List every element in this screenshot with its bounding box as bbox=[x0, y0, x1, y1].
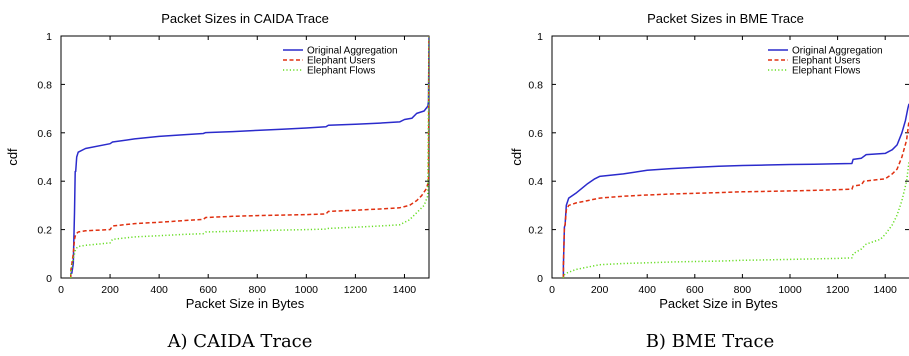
chart-title: Packet Sizes in CAIDA Trace bbox=[161, 11, 329, 26]
x-tick-label: 1400 bbox=[874, 284, 898, 296]
legend-label: Elephant Flows bbox=[792, 66, 860, 77]
y-tick-label: 0.2 bbox=[37, 225, 52, 237]
x-tick-label: 1400 bbox=[393, 284, 417, 296]
x-tick-label: 800 bbox=[249, 284, 267, 296]
y-tick-label: 1 bbox=[537, 31, 543, 43]
y-tick-label: 0.8 bbox=[37, 79, 52, 91]
series-line-2 bbox=[70, 35, 429, 278]
series-line-0 bbox=[70, 35, 429, 278]
caption-bme: B) BME Trace bbox=[646, 331, 775, 352]
legend-label: Original Aggregation bbox=[792, 46, 883, 57]
x-tick-label: 200 bbox=[101, 284, 119, 296]
y-tick-label: 0.6 bbox=[37, 128, 52, 140]
x-tick-label: 800 bbox=[734, 284, 752, 296]
series-line-1 bbox=[70, 35, 429, 278]
legend-label: Elephant Users bbox=[792, 56, 860, 67]
y-tick-label: 0.4 bbox=[528, 176, 543, 188]
x-tick-label: 600 bbox=[686, 284, 704, 296]
chart-bme: Packet Sizes in BME Trace00.20.40.60.810… bbox=[509, 11, 909, 311]
x-axis-label: Packet Size in Bytes bbox=[186, 296, 305, 311]
series-line-2 bbox=[562, 161, 909, 278]
legend-label: Original Aggregation bbox=[307, 46, 398, 57]
series-group bbox=[70, 35, 429, 278]
y-tick-label: 0 bbox=[537, 273, 543, 285]
y-axis-label: cdf bbox=[509, 148, 524, 166]
x-tick-label: 400 bbox=[638, 284, 656, 296]
y-tick-label: 0.8 bbox=[528, 79, 543, 91]
chart-title: Packet Sizes in BME Trace bbox=[647, 11, 804, 26]
x-tick-label: 1000 bbox=[295, 284, 319, 296]
x-axis-label: Packet Size in Bytes bbox=[659, 296, 778, 311]
x-tick-label: 1000 bbox=[778, 284, 802, 296]
x-tick-label: 600 bbox=[199, 284, 217, 296]
caption-caida: A) CAIDA Trace bbox=[167, 331, 313, 352]
y-tick-label: 0.2 bbox=[528, 225, 543, 237]
x-tick-label: 1200 bbox=[826, 284, 850, 296]
y-tick-label: 0.4 bbox=[37, 176, 52, 188]
series-line-0 bbox=[562, 103, 909, 278]
x-tick-label: 1200 bbox=[344, 284, 368, 296]
x-tick-label: 0 bbox=[58, 284, 64, 296]
chart-caida: Packet Sizes in CAIDA Trace 0 0.2 0.4 0.6 0.8… bbox=[5, 11, 430, 311]
legend-label: Elephant Flows bbox=[307, 66, 375, 77]
y-tick-label: 1 bbox=[46, 31, 52, 43]
x-tick-label: 400 bbox=[150, 284, 168, 296]
series-line-1 bbox=[562, 120, 909, 278]
y-axis-label: cdf bbox=[5, 148, 20, 166]
legend-label: Elephant Users bbox=[307, 56, 375, 67]
x-tick-label: 200 bbox=[591, 284, 609, 296]
series-group bbox=[562, 103, 909, 278]
plot-frame bbox=[551, 35, 909, 279]
x-tick-label: 0 bbox=[549, 284, 555, 296]
y-tick-label: 0.6 bbox=[528, 128, 543, 140]
y-tick-label: 0 bbox=[46, 273, 52, 285]
